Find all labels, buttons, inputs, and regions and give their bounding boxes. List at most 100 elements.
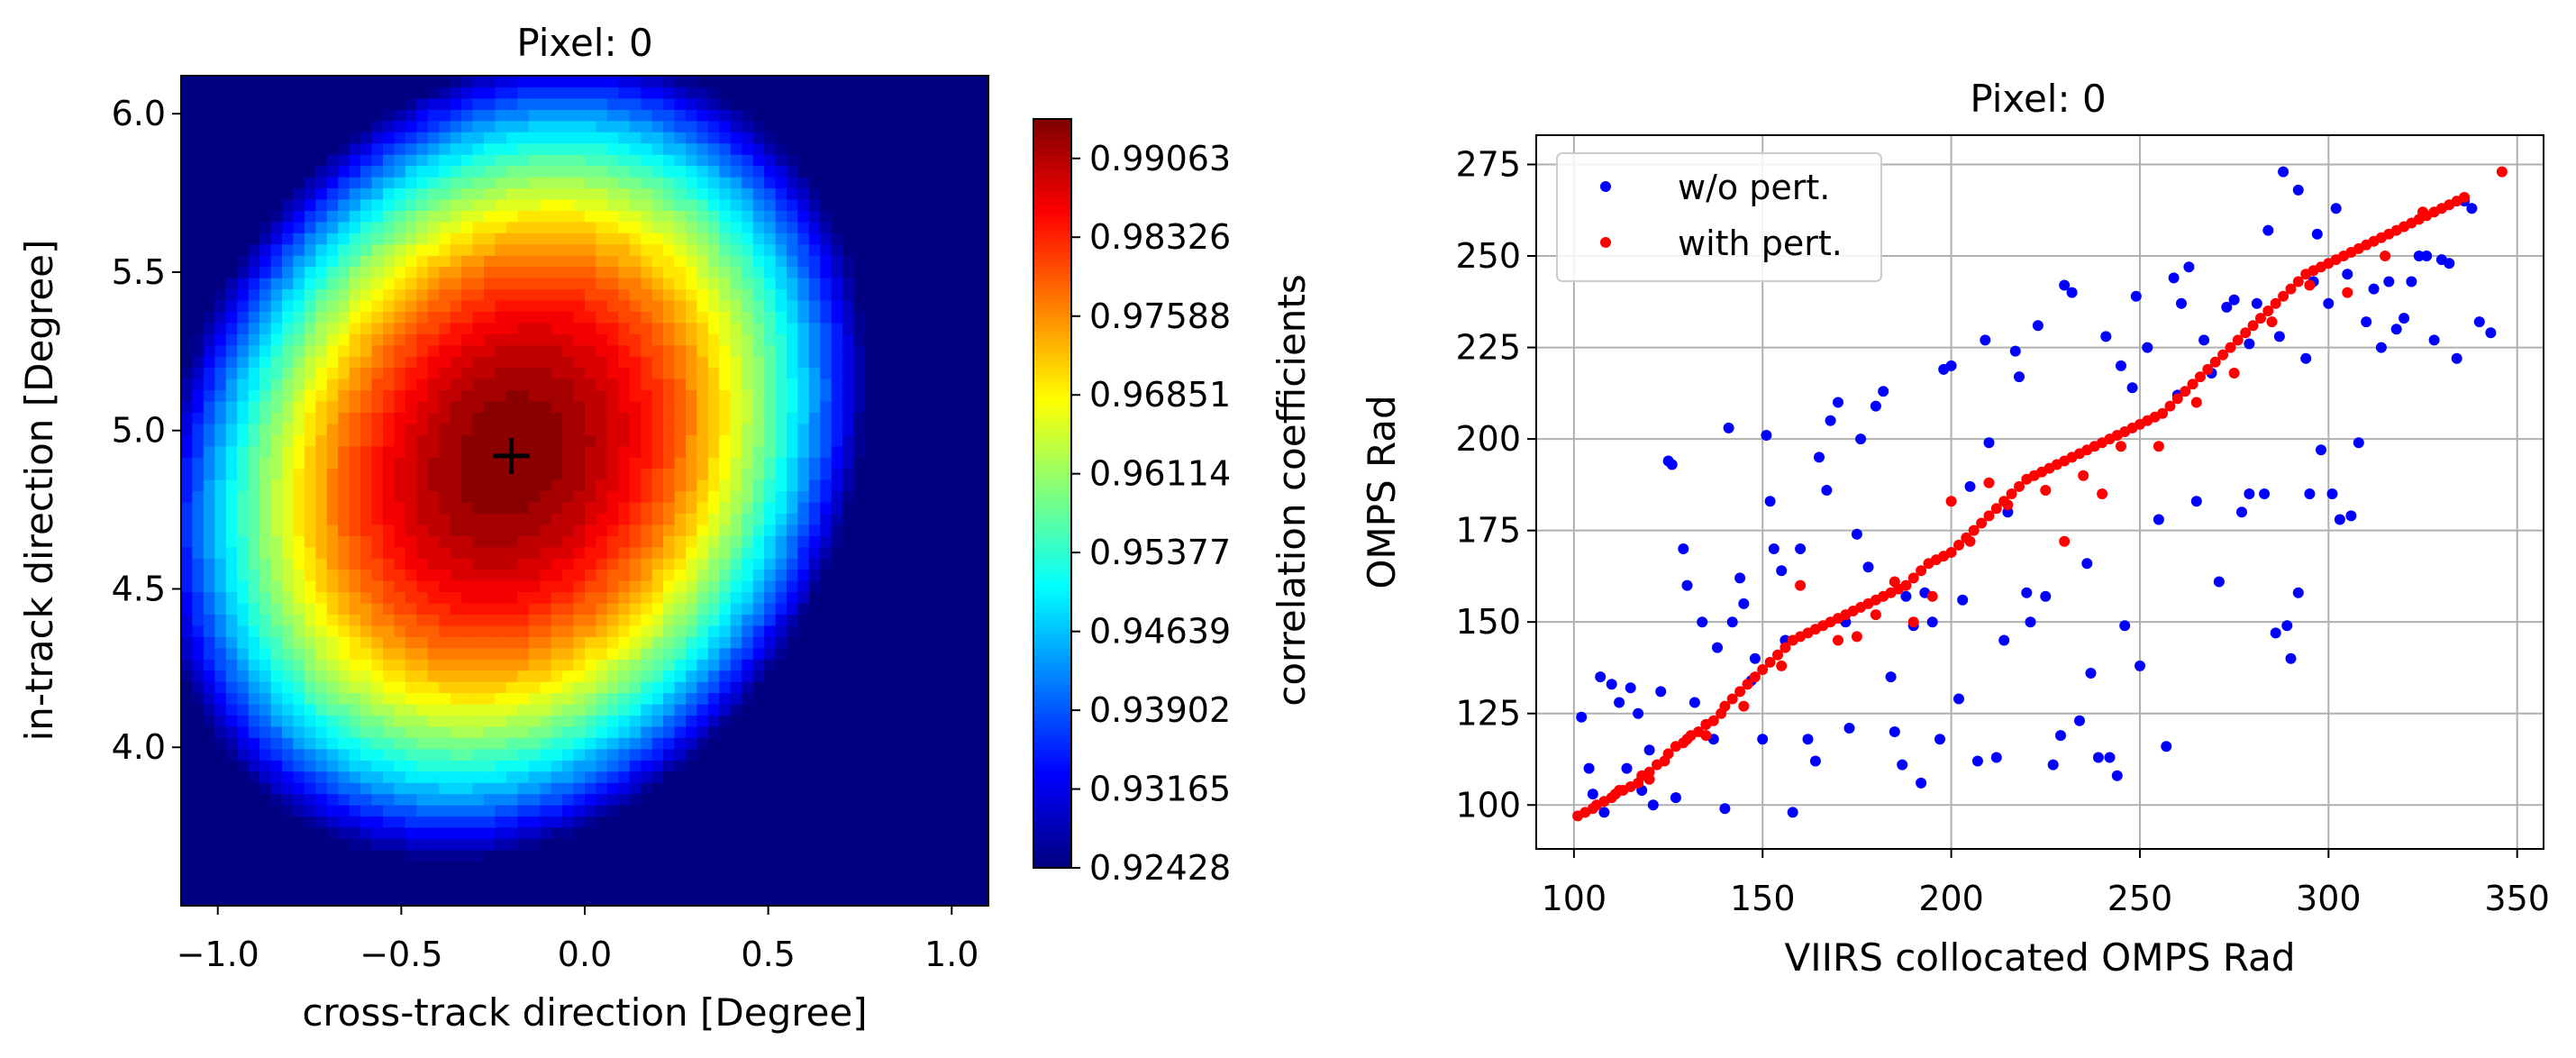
heatmap-cell bbox=[326, 457, 339, 470]
heatmap-cell bbox=[237, 715, 250, 727]
heatmap-cell bbox=[383, 771, 396, 783]
heatmap-cell bbox=[865, 659, 878, 671]
heatmap-cell bbox=[696, 423, 709, 435]
heatmap-cell bbox=[876, 233, 888, 245]
heatmap-cell bbox=[909, 132, 922, 144]
heatmap-cell bbox=[505, 838, 518, 851]
heatmap-cell bbox=[876, 221, 888, 233]
heatmap-cell bbox=[663, 132, 676, 144]
heatmap-cell bbox=[505, 333, 518, 346]
heatmap-cell bbox=[954, 748, 967, 761]
heatmap-cell bbox=[820, 389, 833, 402]
heatmap-cell bbox=[742, 379, 754, 391]
heatmap-cell bbox=[203, 221, 215, 233]
heatmap-cell bbox=[360, 659, 373, 671]
heatmap-cell bbox=[585, 255, 597, 268]
heatmap-cell bbox=[461, 412, 474, 424]
heatmap-cell bbox=[214, 871, 227, 884]
heatmap-cell bbox=[921, 423, 933, 435]
heatmap-cell bbox=[304, 501, 316, 514]
heatmap-cell bbox=[887, 558, 900, 570]
heatmap-cell bbox=[192, 490, 205, 503]
heatmap-cell bbox=[696, 278, 709, 290]
heatmap-cell bbox=[606, 221, 619, 233]
heatmap-cell bbox=[730, 871, 742, 884]
heatmap-cell bbox=[686, 198, 698, 211]
heatmap-cell bbox=[495, 479, 507, 492]
heatmap-cell bbox=[505, 356, 518, 369]
heatmap-cell bbox=[450, 177, 462, 189]
heatmap-cell bbox=[203, 558, 215, 570]
heatmap-cell bbox=[540, 748, 552, 761]
heatmap-cell bbox=[439, 602, 451, 616]
heatmap-cell bbox=[820, 816, 833, 828]
heatmap-cell bbox=[293, 266, 305, 278]
heatmap-cell bbox=[259, 647, 272, 660]
heatmap-cell bbox=[977, 142, 988, 155]
heatmap-cell bbox=[461, 142, 474, 155]
heatmap-cell bbox=[192, 333, 205, 346]
heatmap-cell bbox=[282, 400, 295, 413]
heatmap-cell bbox=[360, 423, 373, 435]
heatmap-cell bbox=[450, 367, 462, 379]
heatmap-cell bbox=[439, 198, 451, 211]
heatmap-cell bbox=[484, 894, 496, 906]
heatmap-cell bbox=[764, 479, 777, 492]
heatmap-cell bbox=[551, 659, 563, 671]
heatmap-cell bbox=[315, 569, 328, 581]
heatmap-cell bbox=[394, 692, 406, 705]
heatmap-cell bbox=[181, 445, 194, 458]
heatmap-cell bbox=[551, 760, 563, 772]
heatmap-cell bbox=[349, 142, 361, 155]
heatmap-cell bbox=[831, 379, 843, 391]
heatmap-cell bbox=[394, 479, 406, 492]
heatmap-cell bbox=[966, 400, 979, 413]
heatmap-cell bbox=[865, 838, 878, 851]
heatmap-cell bbox=[495, 894, 507, 906]
heatmap-cell bbox=[663, 333, 676, 346]
heatmap-cell bbox=[887, 379, 900, 391]
heatmap-cell bbox=[282, 804, 295, 817]
heatmap-cell bbox=[360, 569, 373, 581]
heatmap-cell bbox=[618, 445, 631, 458]
heatmap-cell bbox=[551, 838, 563, 851]
heatmap-cell bbox=[181, 177, 194, 189]
heatmap-cell bbox=[472, 513, 485, 525]
heatmap-cell bbox=[686, 187, 698, 200]
heatmap-cell bbox=[707, 344, 720, 357]
heatmap-cell bbox=[977, 445, 988, 458]
heatmap-cell bbox=[752, 132, 765, 144]
heatmap-cell bbox=[853, 445, 866, 458]
heatmap-cell bbox=[338, 725, 350, 738]
heatmap-cell bbox=[192, 861, 205, 873]
heatmap-cell bbox=[977, 692, 988, 705]
heatmap-cell bbox=[887, 243, 900, 256]
heatmap-cell bbox=[787, 816, 799, 828]
heatmap-cell bbox=[472, 546, 485, 559]
heatmap-cell bbox=[641, 602, 653, 616]
heatmap-cell bbox=[383, 782, 396, 795]
heatmap-cell bbox=[752, 703, 765, 716]
heatmap-cell bbox=[528, 154, 541, 167]
heatmap-cell bbox=[270, 299, 283, 312]
heatmap-cell bbox=[540, 535, 552, 548]
heatmap-cell bbox=[797, 558, 810, 570]
heatmap-cell bbox=[405, 861, 417, 873]
heatmap-cell bbox=[641, 614, 653, 626]
heatmap-cell bbox=[360, 849, 373, 862]
heatmap-cell bbox=[898, 826, 911, 839]
heatmap-cell bbox=[775, 737, 787, 750]
heatmap-cell bbox=[909, 647, 922, 660]
heatmap-cell bbox=[909, 883, 922, 896]
heatmap-cell bbox=[338, 177, 350, 189]
heatmap-cell bbox=[898, 132, 911, 144]
heatmap-cell bbox=[787, 591, 799, 604]
heatmap-cell bbox=[943, 659, 956, 671]
heatmap-cell bbox=[730, 356, 742, 369]
heatmap-cell bbox=[259, 311, 272, 324]
heatmap-cell bbox=[686, 535, 698, 548]
heatmap-cell bbox=[450, 703, 462, 716]
heatmap-cell bbox=[719, 804, 732, 817]
heatmap-cell bbox=[674, 412, 687, 424]
heatmap-cell bbox=[921, 558, 933, 570]
